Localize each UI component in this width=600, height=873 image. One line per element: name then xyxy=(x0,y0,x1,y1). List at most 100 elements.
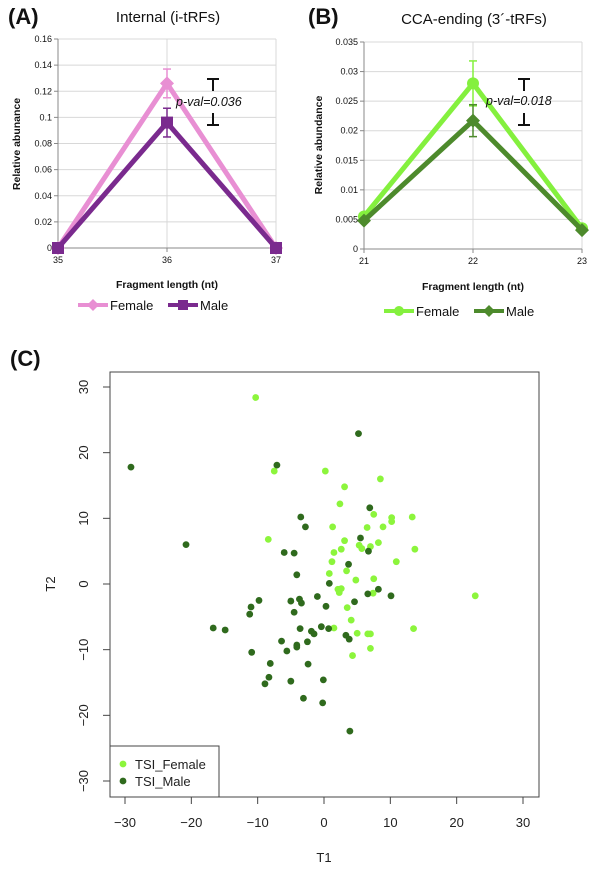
data-point-tsi-male xyxy=(296,625,304,633)
x-tick-label: 0 xyxy=(320,815,327,830)
data-point-tsi-male xyxy=(310,630,318,638)
legend-label: Female xyxy=(110,298,153,313)
legend-marker xyxy=(119,760,127,768)
data-point-tsi-female xyxy=(343,604,351,612)
legend-marker xyxy=(394,306,404,316)
data-point-tsi-female xyxy=(410,625,417,633)
panel-c-label: (C) xyxy=(10,346,41,371)
data-point-tsi-female xyxy=(252,394,260,401)
data-point-tsi-female xyxy=(379,523,387,531)
data-point-tsi-female xyxy=(367,644,374,652)
panel-c-plot: −30 −30 −20 −20 −10 −10 0 0 10 10 20 20 30 30 TSI_Fema… xyxy=(76,371,540,830)
y-tick-label: 0.02 xyxy=(340,126,358,136)
panel-a-title: Internal (i-tRFs) xyxy=(116,9,220,26)
data-point-tsi-male xyxy=(297,513,305,521)
data-point-male xyxy=(270,242,282,254)
x-tick-label: 37 xyxy=(271,255,281,265)
data-point-tsi-male xyxy=(300,694,307,702)
x-tick-label: 23 xyxy=(577,256,587,266)
data-point-tsi-female xyxy=(329,523,337,531)
legend-label: Male xyxy=(200,298,228,313)
y-tick-label: 30 xyxy=(76,380,91,394)
data-point-tsi-female xyxy=(325,570,333,577)
y-tick-label: 0.16 xyxy=(34,34,52,44)
y-tick-label: 0.04 xyxy=(34,191,52,201)
data-point-tsi-male xyxy=(278,637,285,645)
x-tick-label: −20 xyxy=(180,815,202,830)
data-point-tsi-male xyxy=(345,560,352,568)
legend-label: Male xyxy=(506,304,534,319)
y-tick-label: 0.02 xyxy=(34,217,52,227)
data-point-tsi-male xyxy=(265,673,273,681)
y-tick-label: 0 xyxy=(47,243,52,253)
y-tick-label: 0.005 xyxy=(335,214,358,224)
data-point-tsi-female xyxy=(376,475,384,483)
data-point-tsi-male xyxy=(255,597,263,604)
y-tick-label: 0.01 xyxy=(340,185,358,195)
data-point-tsi-female xyxy=(388,518,396,526)
y-tick-label: 0.14 xyxy=(34,60,52,70)
x-tick-label: 20 xyxy=(449,815,463,830)
data-point-tsi-male xyxy=(364,590,372,598)
legend-label: TSI_Male xyxy=(135,774,191,789)
panel-b-plot: 0 0.005 0.01 0.015 0.02 0.025 0.03 0.035 21 22 23 F… xyxy=(335,37,589,319)
x-tick-label: 35 xyxy=(53,255,63,265)
data-point-tsi-female xyxy=(264,535,272,543)
panel-a-y-axis-label: Relative abunance xyxy=(11,98,23,190)
y-tick-label: 0.015 xyxy=(335,155,358,165)
data-point-tsi-male xyxy=(247,603,255,611)
data-point-tsi-male xyxy=(346,727,354,735)
data-point-male xyxy=(52,242,64,254)
y-tick-label: 0.08 xyxy=(34,139,52,149)
y-tick-label: 0.06 xyxy=(34,165,52,175)
data-point-tsi-male xyxy=(246,610,254,618)
data-point-tsi-female xyxy=(341,483,348,491)
data-point-tsi-female xyxy=(392,558,400,566)
data-point-tsi-female xyxy=(370,575,378,583)
panel-b-label: (B) xyxy=(308,4,339,29)
data-point-tsi-male xyxy=(266,660,274,667)
data-point-tsi-male xyxy=(298,599,305,607)
panel-b-p-value: p-val=0.018 xyxy=(485,94,552,108)
legend-marker xyxy=(483,305,495,317)
y-tick-label: 20 xyxy=(76,445,91,459)
data-point-tsi-male xyxy=(345,635,353,643)
panel-c: (C) T1 T2 −30 −30 −20 −20 −10 −10 0 0 10 10 20 20 30… xyxy=(10,346,540,865)
legend-label: Female xyxy=(416,304,459,319)
panel-a-p-value: p-val=0.036 xyxy=(175,95,242,109)
legend-marker xyxy=(119,777,127,785)
y-tick-label: 0 xyxy=(353,244,358,254)
y-tick-label: −10 xyxy=(76,639,91,661)
x-tick-label: 10 xyxy=(383,815,397,830)
data-point-tsi-male xyxy=(319,699,327,707)
panel-c-y-axis-label: T2 xyxy=(43,576,58,591)
x-tick-label: 21 xyxy=(359,256,369,266)
panel-a: (A) Internal (i-tRFs) Fragment length (n… xyxy=(8,4,283,313)
panel-b: (B) CCA-ending (3´-tRFs) Fragment length… xyxy=(308,4,589,319)
data-point-tsi-female xyxy=(370,510,378,518)
data-point-tsi-female xyxy=(341,537,348,545)
data-point-tsi-male xyxy=(351,598,358,606)
data-point-tsi-female xyxy=(471,592,479,600)
data-point-tsi-male xyxy=(290,608,298,616)
data-point-male xyxy=(575,223,589,238)
y-tick-label: 0.03 xyxy=(340,67,358,77)
panel-b-x-axis-label: Fragment length (nt) xyxy=(422,281,524,293)
x-tick-label: 36 xyxy=(162,255,172,265)
x-tick-label: 30 xyxy=(516,815,530,830)
data-point-tsi-female xyxy=(335,589,343,596)
data-point-tsi-female xyxy=(352,576,360,584)
data-point-tsi-male xyxy=(209,624,217,632)
data-point-tsi-female xyxy=(270,467,278,475)
panel-a-x-axis-label: Fragment length (nt) xyxy=(116,279,218,291)
data-point-tsi-male xyxy=(366,504,374,512)
data-point-male xyxy=(466,113,480,128)
y-tick-label: 0.1 xyxy=(39,112,52,122)
panel-c-x-axis-label: T1 xyxy=(316,850,331,865)
data-point-tsi-male xyxy=(304,638,311,646)
data-point-tsi-male xyxy=(283,647,291,655)
data-point-tsi-female xyxy=(330,549,338,556)
legend-label: TSI_Female xyxy=(135,757,206,772)
data-point-tsi-male xyxy=(280,549,288,556)
